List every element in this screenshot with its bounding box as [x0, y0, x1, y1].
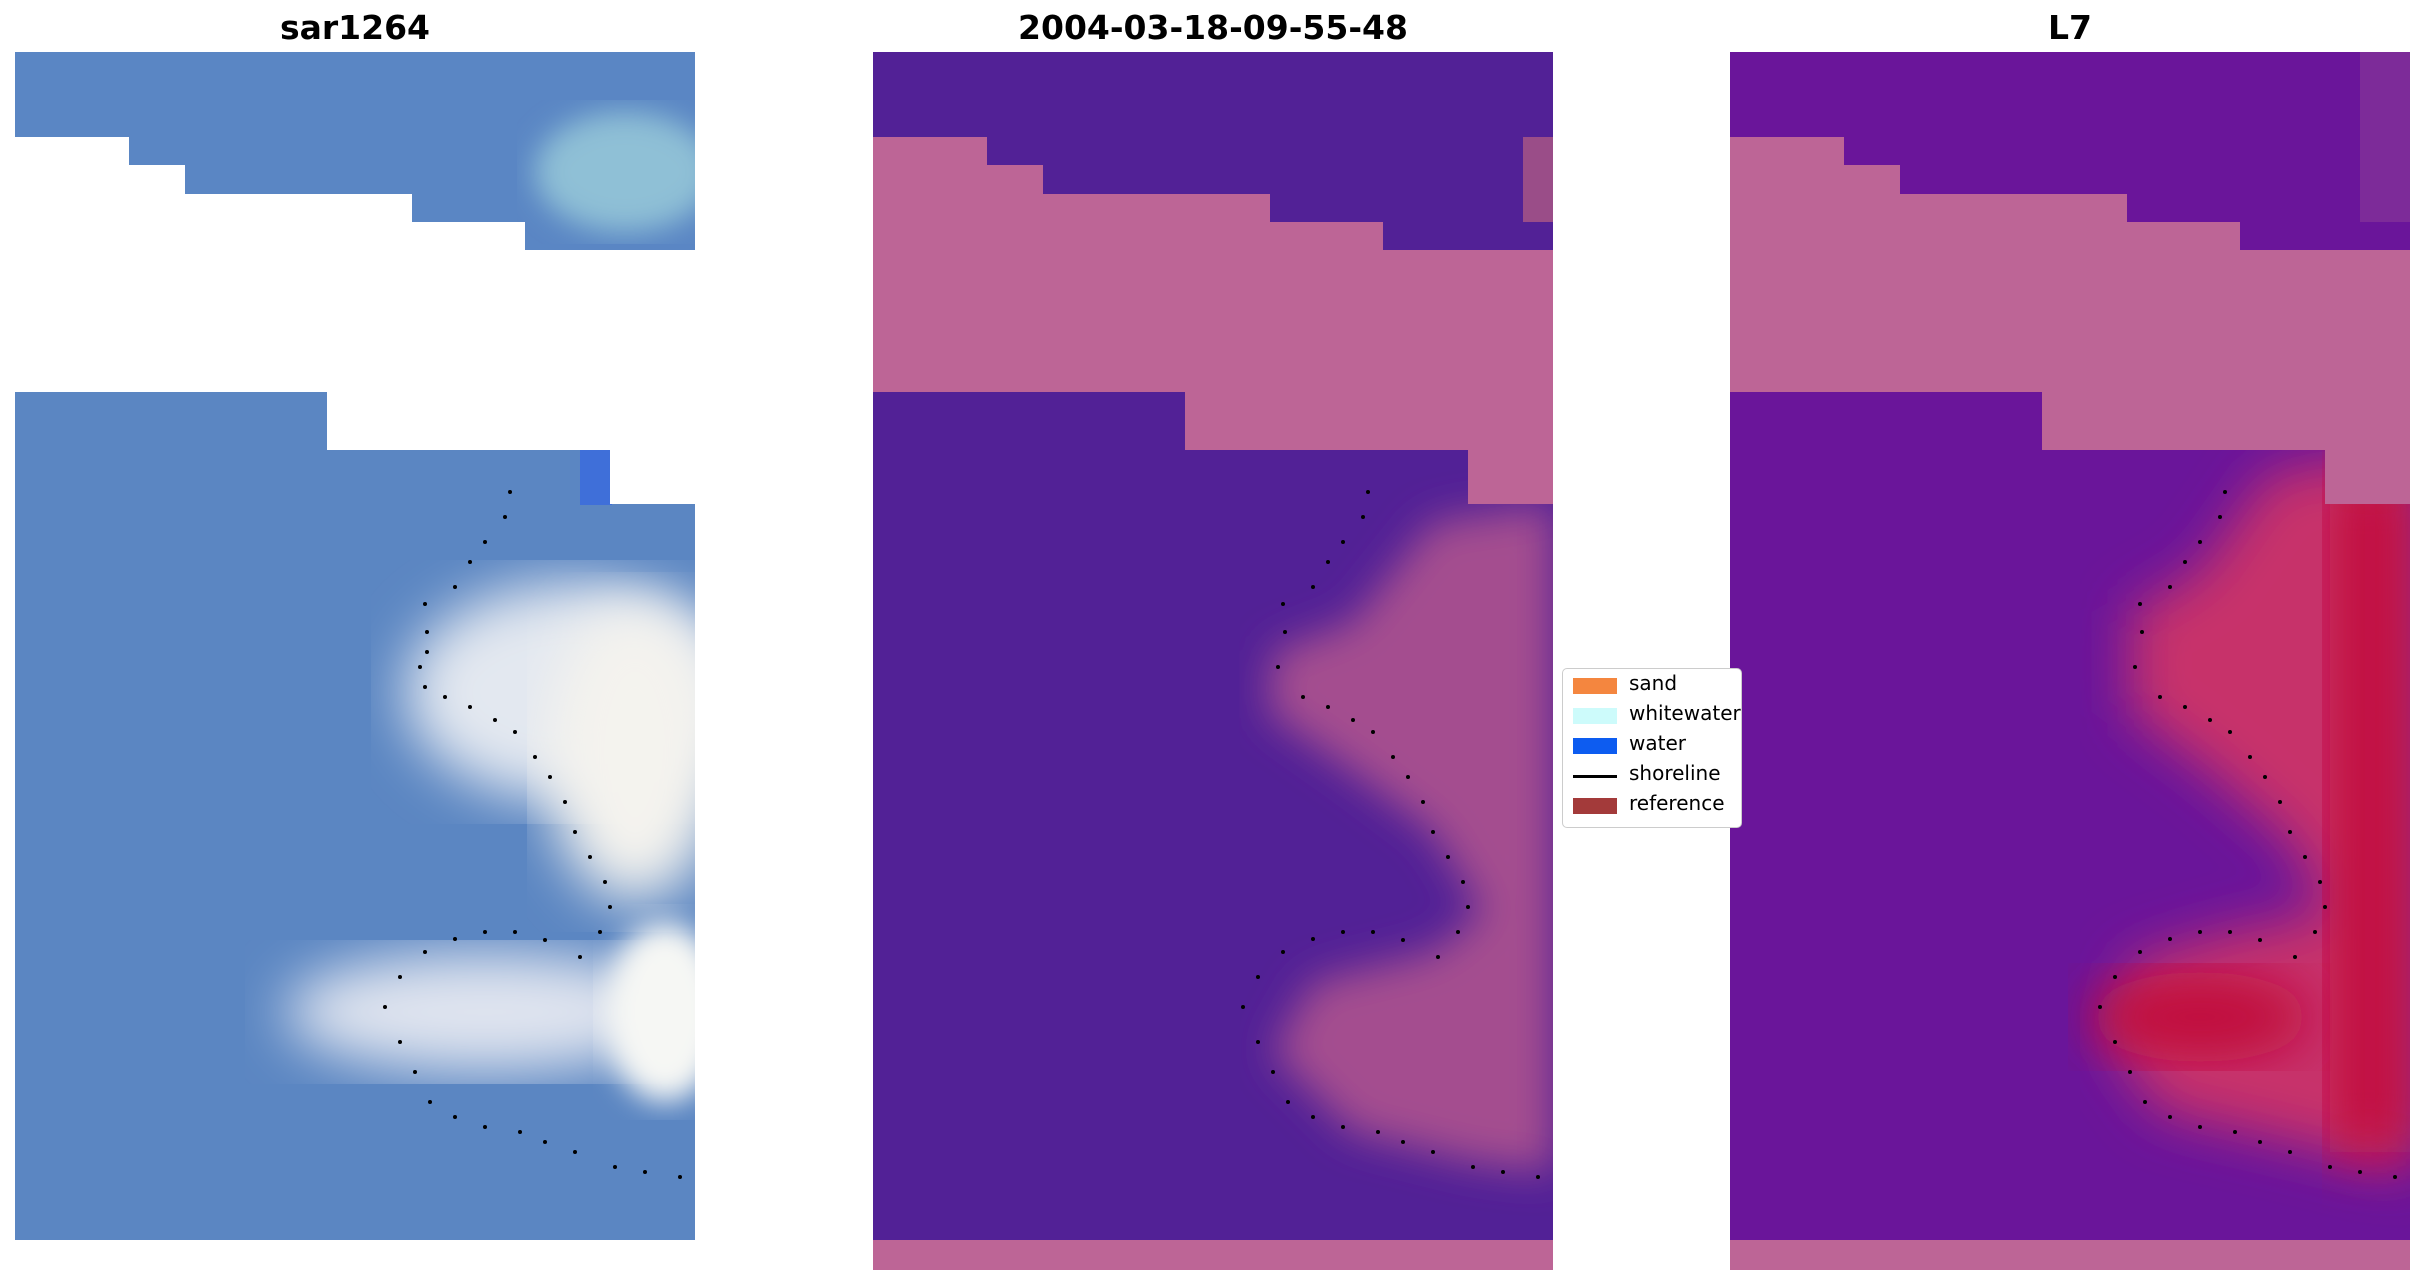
shoreline-dots	[2098, 490, 2397, 1179]
legend-swatch-reference	[1573, 798, 1617, 814]
legend-label-shoreline: shoreline	[1629, 761, 1721, 785]
rgb-image-panel	[15, 52, 695, 1270]
panel-title-3: L7	[2048, 8, 2092, 47]
legend-swatch-sand	[1573, 678, 1617, 694]
legend-item-whitewater: whitewater	[1563, 699, 1741, 727]
legend-item-sand: sand	[1563, 669, 1741, 697]
legend-line-shoreline	[1573, 775, 1617, 778]
index-panel	[1730, 52, 2410, 1270]
legend: sand whitewater water shoreline referenc…	[1562, 668, 1742, 828]
legend-swatch-water	[1573, 738, 1617, 754]
shoreline-dots	[1241, 490, 1540, 1179]
index-top	[1730, 52, 2410, 250]
legend-label-reference: reference	[1629, 791, 1725, 815]
shoreline-dots	[383, 490, 682, 1179]
legend-label-sand: sand	[1629, 671, 1678, 695]
legend-item-shoreline: shoreline	[1563, 759, 1741, 787]
water-top	[873, 52, 1553, 250]
legend-item-water: water	[1563, 729, 1741, 757]
panel-title-2: 2004-03-18-09-55-48	[1018, 8, 1408, 47]
classified-panel	[873, 52, 1553, 1270]
legend-label-water: water	[1629, 731, 1686, 755]
legend-label-whitewater: whitewater	[1629, 701, 1741, 725]
legend-swatch-whitewater	[1573, 708, 1617, 724]
image-top-strip	[15, 52, 695, 250]
panel-title-1: sar1264	[279, 8, 431, 47]
legend-item-reference: reference	[1563, 789, 1741, 817]
